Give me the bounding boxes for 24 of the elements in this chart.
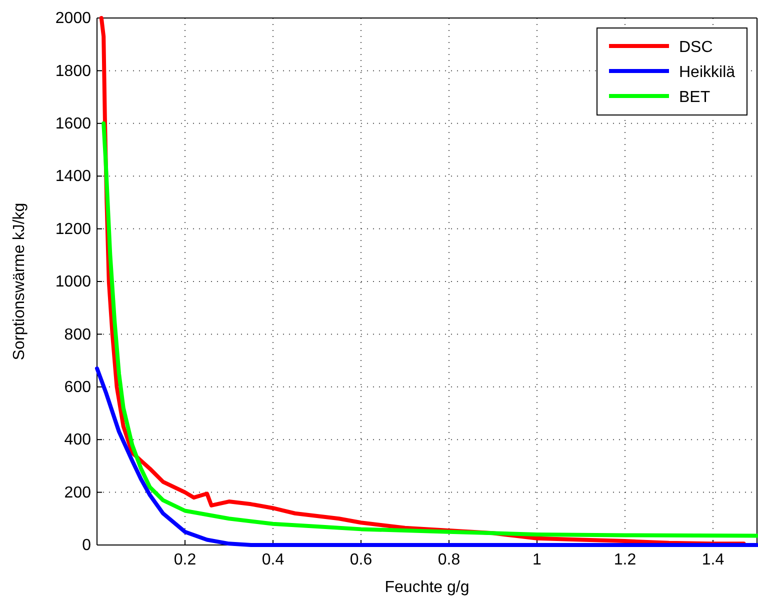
y-tick-label: 400 [64,432,92,449]
y-tick-label: 600 [64,379,92,396]
y-axis-title: Sorptionswärme kJ/kg [11,202,28,360]
x-tick-label: 0.6 [350,551,372,568]
x-tick-label: 0.8 [438,551,460,568]
y-tick-label: 1600 [55,116,92,133]
x-tick-label: 0.2 [174,551,196,568]
legend-label: BET [679,89,710,106]
y-tick-label: 800 [64,326,92,344]
y-tick-label: 1800 [55,62,92,80]
x-tick-label: 1 [532,551,542,568]
y-tick-label: 1200 [55,220,92,238]
x-tick-label: 1.4 [702,551,724,568]
x-tick-label: 0.4 [262,551,284,568]
x-tick-label: 1.2 [614,551,636,568]
x-axis-title: Feuchte g/g [384,579,470,596]
y-tick-label: 1400 [55,168,92,186]
y-tick-label: 200 [64,484,92,502]
legend-label: DSC [679,39,713,56]
y-tick-label: 2000 [55,10,92,28]
y-tick-label: 0 [82,537,92,554]
line-series [102,121,758,538]
y-tick-label: 1000 [55,274,92,291]
legend-label: Heikkilä [679,64,736,81]
